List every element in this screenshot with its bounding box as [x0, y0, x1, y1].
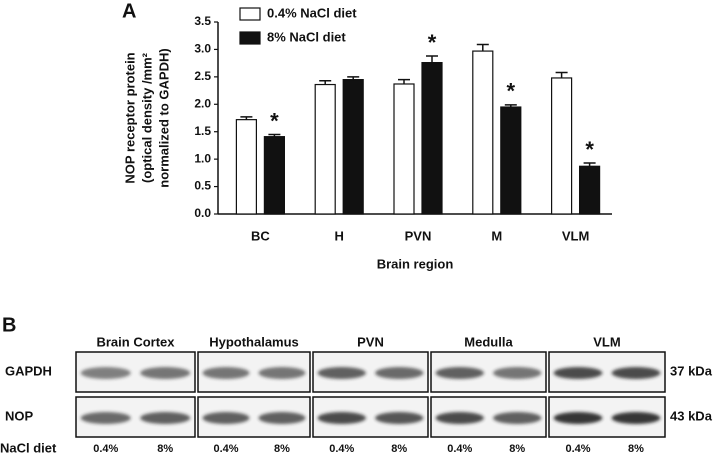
x-tick-label: PVN [405, 228, 432, 243]
panel-label: B [2, 314, 16, 336]
lane-label: 8% [628, 443, 644, 455]
row-label: GAPDH [5, 363, 52, 378]
blot-band [258, 412, 306, 424]
blot-band [258, 367, 306, 379]
lane-label: 8% [157, 443, 173, 455]
blot-band [317, 367, 366, 379]
lane-label: 0.4% [447, 443, 472, 455]
error-bar [268, 133, 281, 137]
error-bar [476, 43, 489, 52]
significance-marker: * [585, 137, 594, 162]
region-label: Medulla [464, 334, 513, 349]
region-label: Hypothalamus [209, 334, 299, 349]
y-tick-label: 0.0 [194, 206, 211, 220]
lane-label: 8% [391, 443, 407, 455]
blot-band [202, 412, 250, 424]
legend-label: 8% NaCl diet [267, 29, 346, 44]
error-bar [583, 162, 596, 167]
blot-band [611, 367, 661, 379]
y-tick-label: 1.0 [194, 151, 211, 165]
blot-band [435, 367, 484, 379]
error-bar [240, 116, 253, 120]
x-tick-label: M [491, 228, 502, 243]
legend-swatch [239, 31, 261, 45]
error-bar [426, 55, 438, 63]
bar [421, 61, 443, 215]
bar [472, 50, 494, 215]
size-label: 37 kDa [670, 363, 713, 378]
lane-label: 0.4% [213, 443, 238, 455]
y-tick-label: 3.5 [194, 14, 211, 28]
lane-label: 8% [509, 443, 525, 455]
y-axis-title: (optical density /mm² [139, 52, 154, 183]
lane-label: 8% [274, 443, 290, 455]
y-tick-label: 2.5 [194, 69, 211, 83]
bar [342, 78, 364, 215]
bar [500, 106, 522, 215]
error-bar [347, 76, 360, 80]
bar [550, 77, 573, 215]
bar [393, 83, 415, 215]
blot-band [493, 367, 542, 379]
blot-band [140, 412, 191, 424]
bar [314, 83, 336, 215]
significance-marker: * [507, 79, 516, 104]
blot-band [611, 412, 661, 424]
lane-caption: NaCl diet [0, 440, 57, 455]
blot-band [202, 367, 250, 379]
legend-label: 0.4% NaCl diet [267, 5, 357, 20]
bar [578, 165, 601, 215]
row-label: NOP [5, 408, 34, 423]
x-tick-label: H [335, 228, 344, 243]
blot-band [435, 412, 484, 424]
region-label: Brain Cortex [96, 334, 175, 349]
blot-band [553, 367, 603, 379]
blot-band [493, 412, 542, 424]
error-bar [319, 79, 332, 85]
lane-label: 0.4% [329, 443, 354, 455]
y-axis-title: NOP receptor protein [122, 52, 137, 183]
blot-band [375, 412, 424, 424]
error-bar [555, 71, 568, 78]
x-axis-title: Brain region [377, 256, 454, 271]
blot-band [80, 412, 131, 424]
blot-band [553, 412, 603, 424]
blot-band [317, 412, 366, 424]
blot-band [80, 367, 131, 379]
blot-band [375, 367, 424, 379]
bar [235, 119, 257, 215]
bar [263, 136, 285, 215]
x-tick-label: BC [251, 228, 270, 243]
y-tick-label: 3.0 [194, 42, 211, 56]
size-label: 43 kDa [670, 408, 713, 423]
legend-swatch [239, 7, 261, 21]
error-bar [398, 78, 410, 84]
lane-label: 0.4% [565, 443, 590, 455]
y-axis-title: normalized to GAPDH) [156, 48, 171, 187]
y-tick-label: 0.5 [194, 179, 211, 193]
y-tick-label: 1.5 [194, 124, 211, 138]
panel-label: A [122, 0, 136, 22]
y-tick-label: 2.0 [194, 96, 211, 110]
region-label: PVN [357, 334, 384, 349]
error-bar [504, 104, 517, 108]
significance-marker: * [270, 108, 279, 133]
x-tick-label: VLM [562, 228, 589, 243]
significance-marker: * [428, 30, 437, 55]
region-label: VLM [593, 334, 620, 349]
blot-band [140, 367, 191, 379]
lane-label: 0.4% [93, 443, 118, 455]
